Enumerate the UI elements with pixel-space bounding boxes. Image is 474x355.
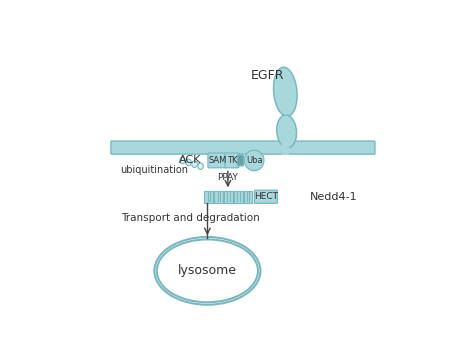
Text: TK: TK	[227, 156, 237, 165]
Ellipse shape	[277, 115, 297, 148]
FancyBboxPatch shape	[225, 153, 239, 168]
Text: Uba: Uba	[246, 156, 263, 165]
FancyBboxPatch shape	[255, 190, 277, 203]
FancyBboxPatch shape	[204, 191, 213, 203]
Ellipse shape	[273, 67, 297, 116]
Ellipse shape	[198, 163, 203, 169]
Ellipse shape	[180, 157, 185, 164]
FancyBboxPatch shape	[214, 191, 223, 203]
Ellipse shape	[192, 161, 197, 168]
Text: PPAY: PPAY	[218, 173, 238, 182]
Ellipse shape	[155, 237, 260, 305]
Text: EGFR: EGFR	[251, 69, 284, 82]
Text: Transport and degradation: Transport and degradation	[121, 213, 260, 223]
Text: SAM: SAM	[208, 156, 227, 165]
Text: ubiquitination: ubiquitination	[120, 165, 188, 175]
FancyBboxPatch shape	[111, 141, 375, 154]
Bar	[282, 141, 289, 155]
Text: ACK: ACK	[178, 154, 201, 165]
FancyBboxPatch shape	[234, 191, 243, 203]
Ellipse shape	[157, 239, 258, 302]
FancyBboxPatch shape	[208, 153, 227, 168]
Text: Nedd4-1: Nedd4-1	[310, 192, 357, 202]
FancyBboxPatch shape	[237, 155, 244, 166]
Ellipse shape	[244, 150, 264, 171]
Ellipse shape	[186, 159, 191, 165]
Text: HECT: HECT	[254, 192, 278, 201]
FancyBboxPatch shape	[244, 191, 253, 203]
Text: lysosome: lysosome	[178, 264, 237, 277]
FancyBboxPatch shape	[224, 191, 233, 203]
